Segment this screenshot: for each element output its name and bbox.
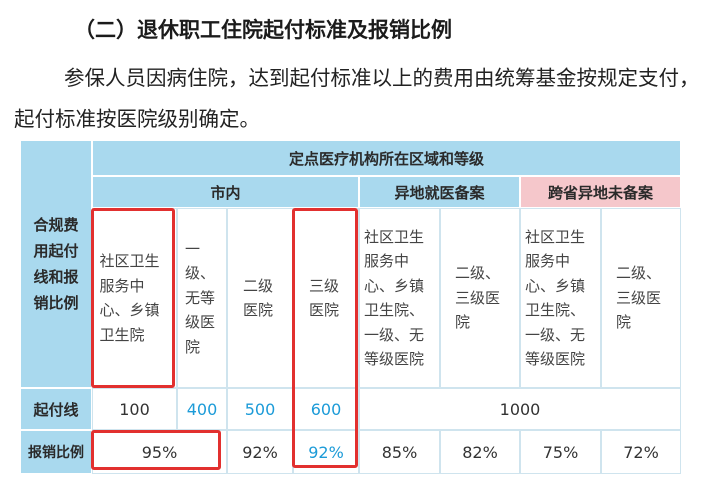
ratio-cell: 85% [359,430,440,474]
threshold-cell: 400 [177,388,227,430]
threshold-label: 起付线 [33,400,79,419]
level-text: 二级、三级医院 [455,264,501,332]
ratio-value: 75% [542,442,579,462]
threshold-cell: 500 [227,388,293,430]
ratio-label: 报销比例 [28,445,84,461]
level-cell-level2: 二级医院 [227,208,293,388]
ratio-value: 92% [308,442,344,462]
threshold-label-cell: 起付线 [20,388,92,430]
ratio-value: 85% [381,442,418,462]
ratio-value: 82% [462,442,498,462]
group-remote-label: 异地就医备案 [394,183,485,202]
group-remote-cell: 异地就医备案 [359,176,520,208]
ratio-label-cell: 报销比例 [20,430,92,474]
level-cell-level3: 三级医院 [293,208,359,388]
top-header-text: 定点医疗机构所在区域和等级 [288,149,484,168]
side-header-cell: 合规费用起付线和报销比例 [20,140,92,388]
level-text: 一级、无等级医院 [185,239,216,356]
threshold-cell: 600 [293,388,359,430]
ratio-cell: 92% [227,430,293,474]
level-cell-cross-low: 社区卫生服务中心、乡镇卫生院、一级、无等级医院 [520,208,601,388]
threshold-value: 600 [310,399,342,419]
ratio-cell: 82% [440,430,520,474]
ratio-value: 92% [242,442,278,462]
group-cross-cell: 跨省异地未备案 [520,176,681,208]
group-city-cell: 市内 [92,176,359,208]
threshold-value: 1000 [499,399,541,419]
level-text: 社区卫生服务中心、乡镇卫生院、一级、无等级医院 [525,227,586,369]
threshold-value: 100 [119,399,150,419]
level-text: 二级医院 [243,276,274,320]
threshold-value: 400 [186,399,218,419]
level-text: 社区卫生服务中心、乡镇卫生院 [99,252,160,344]
section-heading: （二）退休职工住院起付标准及报销比例 [74,18,452,42]
group-city-label: 市内 [210,183,241,202]
level-text: 社区卫生服务中心、乡镇卫生院、一级、无等级医院 [364,227,425,369]
intro-paragraph: 参保人员因病住院，达到起付标准以上的费用由统筹基金按规定支付，起付标准按医院级别… [14,66,700,131]
ratio-cell: 75% [520,430,601,474]
level-cell-remote-low: 社区卫生服务中心、乡镇卫生院、一级、无等级医院 [359,208,440,388]
level-text: 二级、三级医院 [616,264,662,332]
threshold-value: 500 [244,399,276,419]
reimbursement-table: 合规费用起付线和报销比例 起付线 报销比例 定点医疗机构所在区域和等级 市内 异… [20,140,681,474]
level-cell-community: 社区卫生服务中心、乡镇卫生院 [92,208,177,388]
level-cell-cross-high: 二级、三级医院 [601,208,681,388]
highlight-box-community-column [91,208,175,388]
group-cross-label: 跨省异地未备案 [547,183,653,202]
level-cell-remote-high: 二级、三级医院 [440,208,520,388]
top-header-cell: 定点医疗机构所在区域和等级 [92,140,681,176]
ratio-cell: 72% [601,430,681,474]
highlight-box-ratio-95 [91,430,221,470]
threshold-cell: 100 [92,388,177,430]
threshold-cell-merged: 1000 [359,388,681,430]
level-text: 三级医院 [309,276,340,320]
highlight-box-level3-column [292,208,358,468]
ratio-value: 72% [623,442,659,462]
side-header-text: 合规费用起付线和报销比例 [33,216,79,312]
level-cell-level1: 一级、无等级医院 [177,208,227,388]
ratio-value: 95% [141,442,178,462]
ratio-cell-merged: 95% [92,430,227,474]
